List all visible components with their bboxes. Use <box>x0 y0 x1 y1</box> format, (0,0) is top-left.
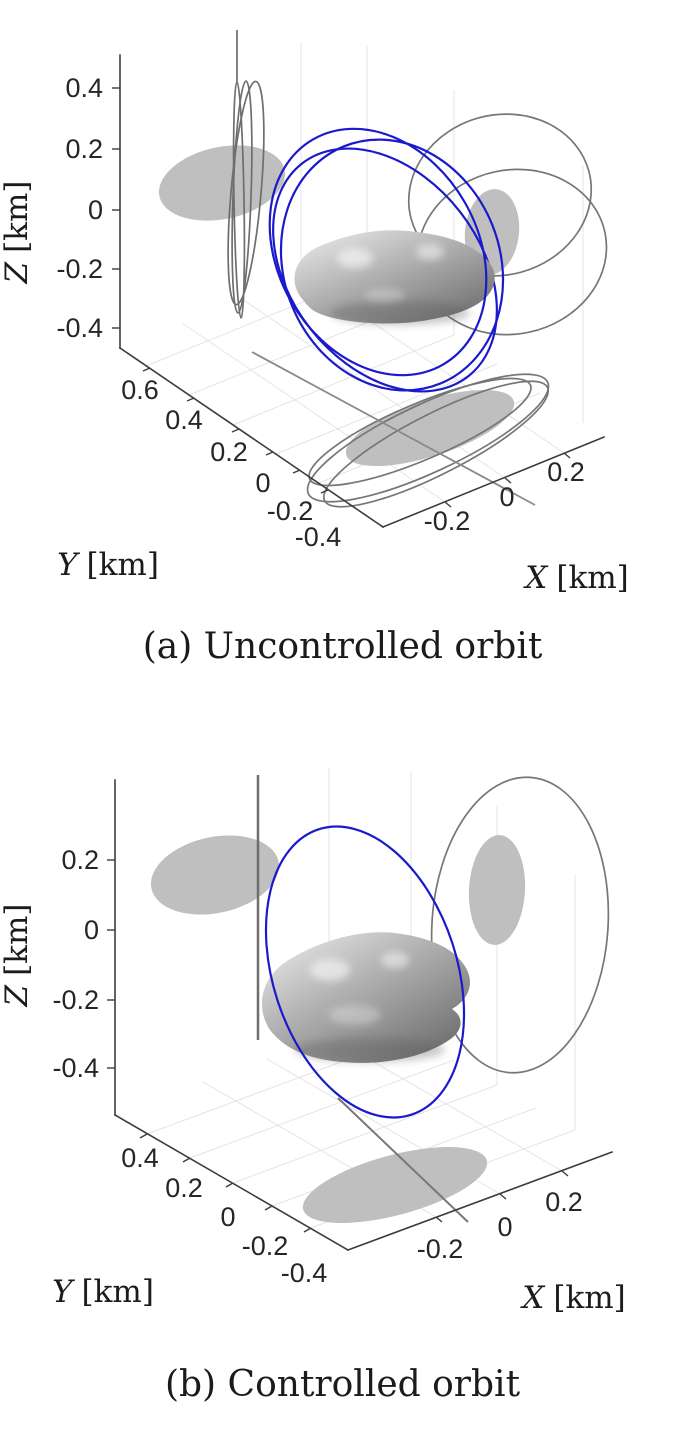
y-tick-label: 0 <box>220 1202 235 1232</box>
x-tick-label: 0 <box>497 1212 512 1242</box>
x-tick-labels-b: -0.2 0 0.2 <box>417 1187 583 1264</box>
z-tick-label: 0.2 <box>65 134 103 164</box>
y-tick-label: 0.2 <box>210 437 248 467</box>
z-tick-label: -0.2 <box>56 254 103 284</box>
panel-a-plot: 0.4 0.2 0 -0.2 -0.4 0.6 0.4 0.2 0 -0.2 -… <box>0 30 629 596</box>
spacecraft-orbit-a <box>279 138 505 392</box>
y-tick-label: 0.6 <box>121 375 159 405</box>
y-tick-label: -0.4 <box>281 1258 328 1288</box>
projection-left-wall-a <box>231 80 253 314</box>
asteroid-shadows-b <box>150 835 526 1224</box>
spacecraft-orbit-b <box>264 825 466 1119</box>
projection-right-wall-b <box>430 776 610 1074</box>
projection-floor-node-line-a <box>251 351 536 506</box>
orbit-projections-b <box>256 775 610 1223</box>
x-tick-label: 0.2 <box>547 457 585 487</box>
shadow-floor-b <box>302 1146 488 1224</box>
asteroid-shading-a <box>330 301 470 325</box>
projection-floor-a <box>308 377 532 487</box>
x-tick-label: 0 <box>499 482 514 512</box>
x-axis-line-b <box>346 1150 614 1252</box>
y-axis-label-a: Y [km] <box>57 547 159 583</box>
projection-floor-a <box>322 380 550 508</box>
z-axis-label-b: Z[km] <box>0 904 35 1008</box>
projection-floor-b <box>337 1097 469 1223</box>
axes-b <box>107 779 614 1252</box>
z-tick-label: 0 <box>84 915 99 945</box>
x-axis-label-a: X [km] <box>523 560 628 596</box>
asteroid-shading-b <box>295 1038 445 1062</box>
x-tick-label: -0.2 <box>417 1234 464 1264</box>
y-tick-label: -0.2 <box>242 1231 289 1261</box>
y-tick-label: 0 <box>255 468 270 498</box>
y-tick-label: 0.4 <box>121 1143 159 1173</box>
caption-panel-a: (a) Uncontrolled orbit <box>142 626 543 667</box>
asteroid-highlight-a <box>365 288 405 304</box>
panel-b-plot: 0.2 0 -0.2 -0.4 0.4 0.2 0 -0.2 -0.4 -0.2… <box>0 768 626 1316</box>
z-tick-label: -0.4 <box>52 1053 99 1083</box>
shadow-left-wall-a <box>158 145 286 221</box>
x-axis-line-a <box>381 435 606 529</box>
spacecraft-orbit-a <box>268 127 505 392</box>
projection-right-wall-a <box>407 113 593 277</box>
z-tick-label: -0.4 <box>56 313 103 343</box>
asteroid-a <box>294 230 495 325</box>
z-tick-labels-a: 0.4 0.2 0 -0.2 -0.4 <box>56 73 103 343</box>
x-axis-label-b: X [km] <box>520 1280 625 1316</box>
y-axis-label-b: Y [km] <box>52 1274 154 1310</box>
asteroid-highlight-b <box>381 952 409 968</box>
y-tick-labels-a: 0.6 0.4 0.2 0 -0.2 -0.4 <box>121 375 341 552</box>
shadow-floor-a <box>345 389 515 467</box>
y-axis-line-b <box>113 1113 350 1252</box>
asteroid-highlight-a <box>337 248 373 268</box>
y-tick-label: 0.4 <box>165 405 203 435</box>
x-tick-labels-a: -0.2 0 0.2 <box>424 457 585 536</box>
orbit-projections-a <box>227 30 608 508</box>
z-tick-label: 0.4 <box>65 73 103 103</box>
y-tick-labels-b: 0.4 0.2 0 -0.2 -0.4 <box>121 1143 327 1288</box>
asteroid-highlight-a <box>416 244 444 260</box>
y-tick-label: -0.2 <box>267 496 314 526</box>
y-tick-label: 0.2 <box>165 1173 203 1203</box>
shadow-right-wall-b <box>468 835 526 945</box>
z-tick-labels-b: 0.2 0 -0.2 -0.4 <box>52 845 99 1083</box>
x-tick-label: 0.2 <box>545 1187 583 1217</box>
z-tick-label: 0.2 <box>61 845 99 875</box>
projection-floor-a <box>306 373 550 503</box>
projection-left-wall-a <box>232 81 246 319</box>
caption-panel-b: (b) Controlled orbit <box>164 1364 521 1405</box>
asteroid-b <box>261 932 470 1063</box>
shadow-left-wall-b <box>150 835 280 915</box>
asteroid-highlight-b <box>329 1005 381 1025</box>
x-tick-label: -0.2 <box>424 506 471 536</box>
z-axis-label-a: Z[km] <box>0 181 35 285</box>
y-axis-line-a <box>118 346 385 529</box>
asteroid-highlight-b <box>310 959 350 981</box>
y-tick-label: -0.4 <box>295 522 342 552</box>
axes-a <box>112 54 606 529</box>
z-tick-label: 0 <box>88 195 103 225</box>
projection-left-wall-a <box>227 80 265 306</box>
z-tick-label: -0.2 <box>52 985 99 1015</box>
